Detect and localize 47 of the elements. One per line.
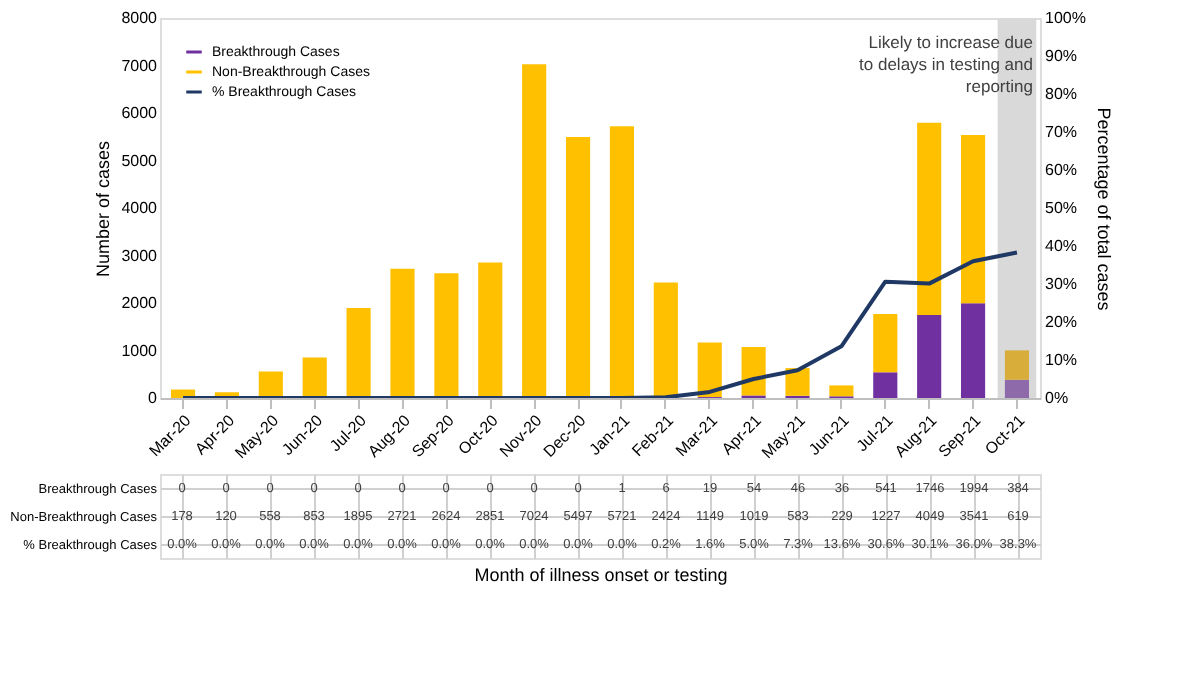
bar <box>741 347 766 396</box>
y-tick-label: 2000 <box>121 294 159 312</box>
y-tick-label: 6000 <box>121 104 159 122</box>
y2-axis-title: Percentage of total cases <box>1093 107 1114 312</box>
bar <box>1004 379 1030 398</box>
bar <box>302 357 327 398</box>
text: Month of illness onset or testing <box>474 565 728 585</box>
bar <box>434 273 459 398</box>
bar <box>653 282 678 398</box>
y-tick-label: 7000 <box>121 56 159 75</box>
bar <box>917 315 942 398</box>
y-axis-title: Number of cases <box>93 139 114 278</box>
y-tick-label: 8000 <box>121 9 159 27</box>
bar <box>565 136 591 398</box>
y2-tick-label: 100% <box>1045 9 1086 27</box>
bar <box>961 135 986 304</box>
bar <box>1004 350 1030 380</box>
bar <box>917 122 942 316</box>
line-series <box>181 250 1019 400</box>
bar <box>390 268 415 398</box>
bar <box>609 126 635 398</box>
y2-tick-label: 60% <box>1045 161 1078 179</box>
y-tick-label: 1000 <box>121 341 159 360</box>
y-tick-label: 3000 <box>121 246 159 265</box>
bar <box>873 314 898 373</box>
bar <box>522 64 547 398</box>
y-tick-label: 5000 <box>121 151 159 170</box>
y2-tick-label: 50% <box>1045 199 1078 217</box>
y2-tick-label: 20% <box>1045 313 1078 331</box>
y2-tick-label: 70% <box>1045 123 1078 141</box>
y-tick-label: 4000 <box>121 199 159 217</box>
y2-tick-label: 10% <box>1045 351 1078 369</box>
bar <box>961 303 986 398</box>
y-tick-label: 0 <box>148 389 159 407</box>
y2-tick-label: 0% <box>1045 389 1069 407</box>
bar <box>697 342 722 398</box>
bar <box>785 368 810 396</box>
bar <box>829 385 854 397</box>
bar <box>478 262 503 398</box>
y2-tick-label: 30% <box>1045 275 1078 293</box>
y2-tick-label: 90% <box>1045 47 1078 65</box>
bar <box>346 307 371 398</box>
bar <box>258 371 283 398</box>
band-label: Likely to increase due to delays in testing and reporting <box>859 32 1034 96</box>
y2-tick-label: 40% <box>1045 237 1078 255</box>
y2-tick-label: 80% <box>1045 85 1078 103</box>
bar <box>873 372 898 398</box>
